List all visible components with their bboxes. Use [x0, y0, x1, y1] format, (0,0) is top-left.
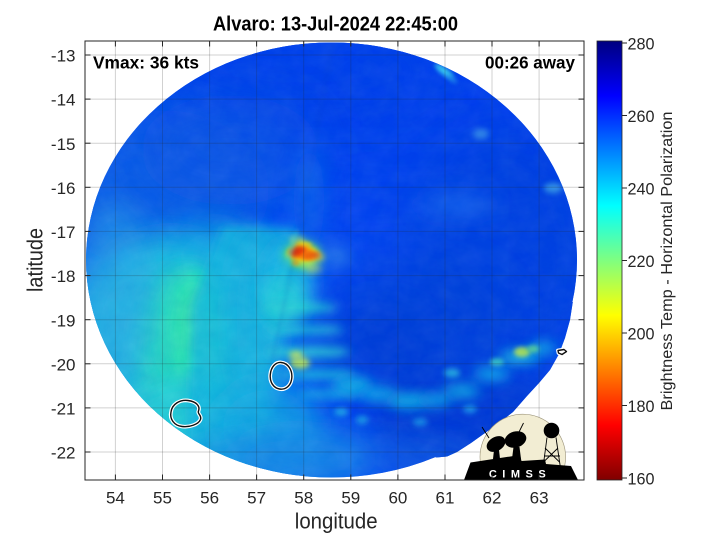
svg-text:-17: -17 [51, 223, 76, 242]
svg-text:280: 280 [628, 34, 655, 53]
svg-text:CIMSS: CIMSS [489, 469, 551, 481]
svg-text:63: 63 [530, 489, 549, 508]
svg-text:60: 60 [388, 489, 407, 508]
svg-text:-19: -19 [51, 311, 76, 330]
svg-text:260: 260 [628, 107, 655, 126]
svg-text:59: 59 [341, 489, 360, 508]
svg-text:56: 56 [200, 489, 219, 508]
svg-text:55: 55 [153, 489, 172, 508]
svg-text:-18: -18 [51, 267, 76, 286]
svg-text:180: 180 [628, 397, 655, 416]
svg-text:54: 54 [106, 489, 125, 508]
svg-text:-20: -20 [51, 355, 76, 374]
svg-text:longitude: longitude [295, 508, 378, 533]
svg-text:58: 58 [294, 489, 313, 508]
svg-text:-21: -21 [51, 400, 76, 419]
svg-text:-15: -15 [51, 135, 76, 154]
svg-text:57: 57 [247, 489, 266, 508]
svg-text:-14: -14 [51, 91, 76, 110]
svg-text:-13: -13 [51, 47, 76, 66]
svg-text:160: 160 [628, 469, 655, 488]
svg-text:61: 61 [436, 489, 455, 508]
svg-text:-22: -22 [51, 444, 76, 463]
svg-text:Brightness Temp - Horizontal P: Brightness Temp - Horizontal Polarizatio… [659, 112, 676, 411]
svg-text:Alvaro: 13-Jul-2024 22:45:00: Alvaro: 13-Jul-2024 22:45:00 [213, 13, 458, 36]
svg-text:200: 200 [628, 324, 655, 343]
svg-text:62: 62 [483, 489, 502, 508]
svg-text:00:26 away: 00:26 away [485, 52, 575, 72]
svg-text:-16: -16 [51, 179, 76, 198]
svg-text:220: 220 [628, 252, 655, 271]
svg-text:latitude: latitude [23, 228, 48, 292]
svg-text:240: 240 [628, 179, 655, 198]
svg-text:Vmax: 36 kts: Vmax: 36 kts [93, 52, 199, 72]
